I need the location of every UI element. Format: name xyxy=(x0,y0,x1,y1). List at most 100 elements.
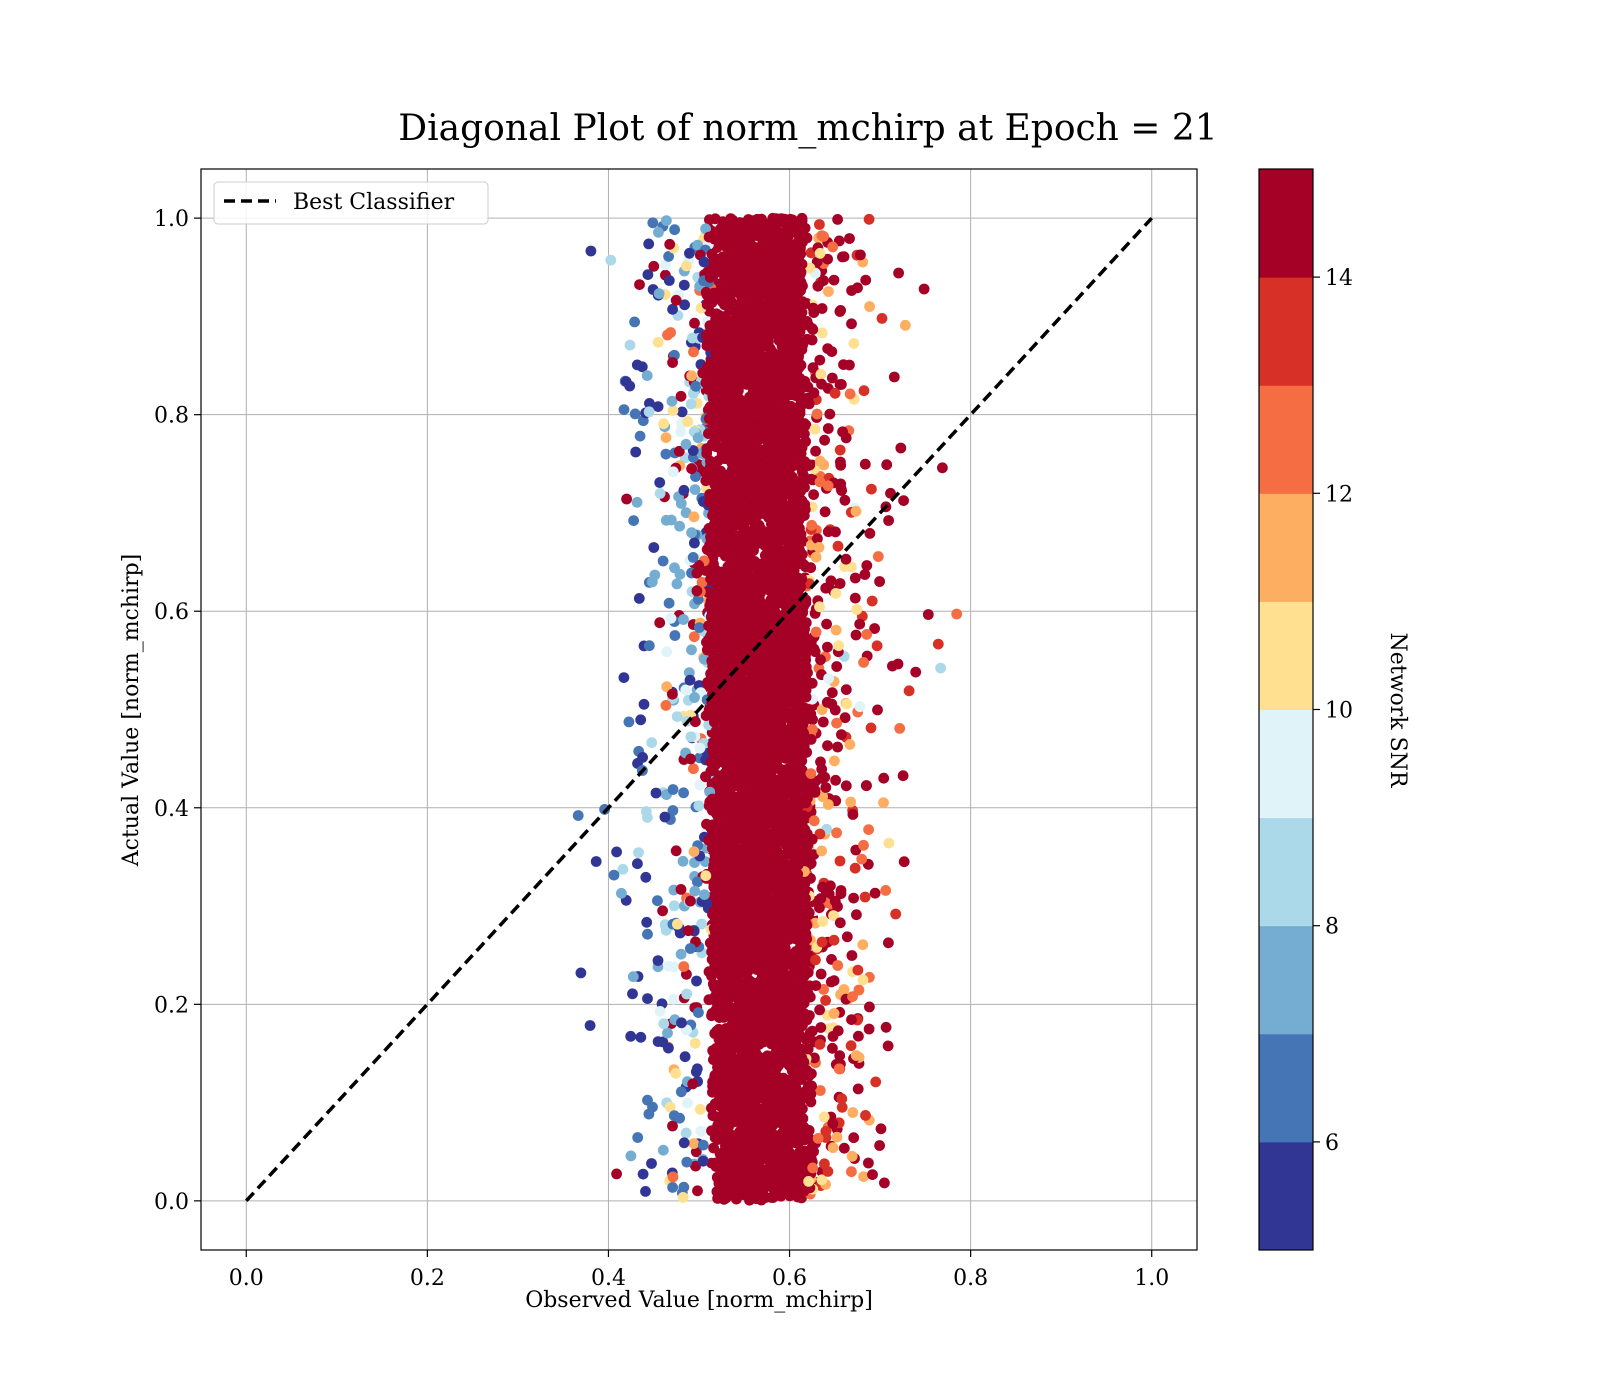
scatter-point xyxy=(804,1010,815,1021)
scatter-point xyxy=(835,888,847,900)
scatter-point xyxy=(818,1111,830,1123)
scatter-point xyxy=(665,612,677,624)
scatter-point xyxy=(812,533,823,544)
scatter-point xyxy=(823,888,835,900)
scatter-point xyxy=(652,895,663,907)
scatter-point xyxy=(820,782,832,793)
scatter-point xyxy=(796,258,808,270)
scatter-point xyxy=(706,970,717,982)
scatter-point xyxy=(685,731,697,743)
scatter-point xyxy=(858,657,869,668)
scatter-point xyxy=(834,444,846,456)
scatter-point xyxy=(823,673,834,684)
scatter-point xyxy=(694,779,706,791)
scatter-point xyxy=(828,934,840,946)
scatter-point xyxy=(812,280,824,292)
scatter-point xyxy=(814,354,826,366)
scatter-point xyxy=(618,404,630,415)
scatter-point xyxy=(648,542,660,553)
scatter-point xyxy=(816,378,827,390)
scatter-point xyxy=(883,515,894,526)
scatter-point xyxy=(575,967,587,979)
scatter-point xyxy=(690,1146,702,1158)
scatter-point xyxy=(828,910,839,921)
scatter-point xyxy=(840,684,852,695)
scatter-point xyxy=(810,954,821,966)
scatter-point xyxy=(688,846,700,858)
scatter-point xyxy=(697,1155,709,1167)
scatter-point xyxy=(642,993,653,1004)
scatter-point xyxy=(816,845,828,857)
scatter-point xyxy=(898,495,909,506)
scatter-point xyxy=(872,704,883,716)
scatter-point xyxy=(814,1085,826,1096)
scatter-point xyxy=(847,991,858,1002)
scatter-point xyxy=(828,274,840,286)
scatter-point xyxy=(744,334,756,346)
scatter-point xyxy=(678,1181,690,1193)
scatter-point xyxy=(605,254,617,266)
scatter-point xyxy=(685,943,696,954)
scatter-point xyxy=(786,250,797,262)
scatter-point xyxy=(692,432,704,444)
scatter-point xyxy=(822,799,834,810)
scatter-point xyxy=(643,406,655,418)
scatter-point xyxy=(874,1140,885,1151)
scatter-point xyxy=(812,1133,824,1144)
scatter-point xyxy=(667,1171,679,1183)
scatter-point xyxy=(864,1001,875,1013)
scatter-point xyxy=(634,430,646,442)
scatter-point xyxy=(820,995,831,1006)
scatter-point xyxy=(668,993,680,1005)
scatter-point xyxy=(687,445,699,456)
scatter-point xyxy=(663,960,674,972)
scatter-point xyxy=(663,1042,674,1054)
scatter-point xyxy=(825,880,836,892)
scatter-point xyxy=(844,388,856,400)
scatter-point xyxy=(585,245,597,257)
scatter-point xyxy=(763,442,775,454)
scatter-point xyxy=(692,239,703,251)
scatter-point xyxy=(643,1108,655,1120)
scatter-point xyxy=(808,307,820,318)
scatter-point xyxy=(616,887,627,899)
scatter-point xyxy=(631,496,643,508)
scatter-point xyxy=(667,784,679,795)
scatter-point xyxy=(849,862,861,874)
scatter-point xyxy=(572,810,584,821)
scatter-point xyxy=(815,368,827,380)
scatter-point xyxy=(611,846,622,858)
scatter-point xyxy=(859,569,871,580)
scatter-point xyxy=(635,714,647,726)
scatter-point xyxy=(810,551,822,563)
scatter-point xyxy=(629,316,640,328)
scatter-point xyxy=(700,223,711,235)
scatter-point xyxy=(809,1052,820,1064)
scatter-point xyxy=(839,712,851,724)
scatter-point xyxy=(696,918,707,930)
scatter-point xyxy=(637,752,648,763)
scatter-point xyxy=(848,1132,860,1144)
scatter-point xyxy=(711,665,722,677)
scatter-point xyxy=(829,755,840,767)
scatter-point xyxy=(693,622,705,633)
scatter-point xyxy=(893,267,904,279)
scatter-point xyxy=(863,213,875,225)
scatter-point xyxy=(814,828,826,840)
scatter-point xyxy=(675,390,687,402)
scatter-point xyxy=(871,640,883,652)
scatter-point xyxy=(849,572,861,584)
scatter-point xyxy=(875,1123,887,1135)
scatter-point xyxy=(658,418,669,430)
scatter-point xyxy=(850,505,862,517)
scatter-point xyxy=(725,213,737,225)
scatter-point xyxy=(680,1127,692,1139)
scatter-point xyxy=(687,552,699,563)
scatter-point xyxy=(661,646,673,658)
scatter-point xyxy=(701,448,713,459)
scatter-point xyxy=(627,988,638,1000)
scatter-point xyxy=(680,684,692,696)
scatter-point xyxy=(831,717,842,729)
scatter-point xyxy=(721,393,733,405)
scatter-point xyxy=(677,1192,689,1203)
